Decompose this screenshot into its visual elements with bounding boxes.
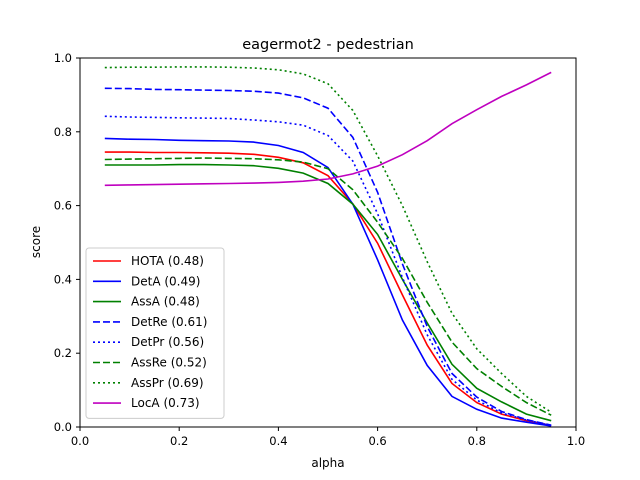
y-tick-label: 0.2: [54, 346, 72, 360]
legend-label-assre: AssRe (0.52): [131, 356, 207, 370]
legend-label-asspr: AssPr (0.69): [131, 376, 204, 390]
legend-label-detre: DetRe (0.61): [131, 315, 207, 329]
y-tick-label: 0.4: [54, 272, 72, 286]
y-tick-label: 1.0: [54, 51, 72, 65]
y-tick-label: 0.8: [54, 125, 72, 139]
legend-label-detpr: DetPr (0.56): [131, 335, 204, 349]
x-tick-label: 0.6: [368, 434, 386, 448]
legend-box: [85, 247, 225, 419]
x-tick-label: 0.0: [71, 434, 89, 448]
series-line-loca: [104, 71, 552, 187]
x-tick-label: 1.0: [567, 434, 585, 448]
plot-series-group: [104, 66, 552, 427]
series-line-deta: [104, 137, 552, 427]
legend-label-loca: LocA (0.73): [131, 396, 200, 410]
series-line-hota: [104, 151, 552, 427]
axes-group: 0.0 0.2 0.4 0.6 0.8 1.0 0.0 0.2 0.4 0.6 0.8 1.0: [54, 51, 585, 448]
series-line-detpr: [104, 115, 552, 427]
y-tick-label: 0.6: [54, 199, 72, 213]
series-line-detre: [104, 87, 552, 426]
series-line-asspr: [104, 66, 552, 413]
x-axis-label: alpha: [311, 456, 344, 470]
series-line-assre: [104, 157, 552, 416]
x-tick-label: 0.8: [468, 434, 486, 448]
legend: HOTA (0.48) DetA (0.49) AssA (0.48) DetRe (…: [85, 247, 225, 419]
chart-title: eagermot2 - pedestrian: [242, 37, 414, 53]
x-tick-label: 0.2: [170, 434, 188, 448]
x-tick-label: 0.4: [269, 434, 287, 448]
legend-label-assa: AssA (0.48): [131, 295, 200, 309]
y-tick-label: 0.0: [54, 420, 72, 434]
legend-label-hota: HOTA (0.48): [131, 254, 204, 268]
series-line-assa: [104, 163, 552, 422]
y-axis-label: score: [29, 226, 43, 258]
plot-frame: [79, 57, 577, 428]
legend-label-deta: DetA (0.49): [131, 274, 200, 288]
